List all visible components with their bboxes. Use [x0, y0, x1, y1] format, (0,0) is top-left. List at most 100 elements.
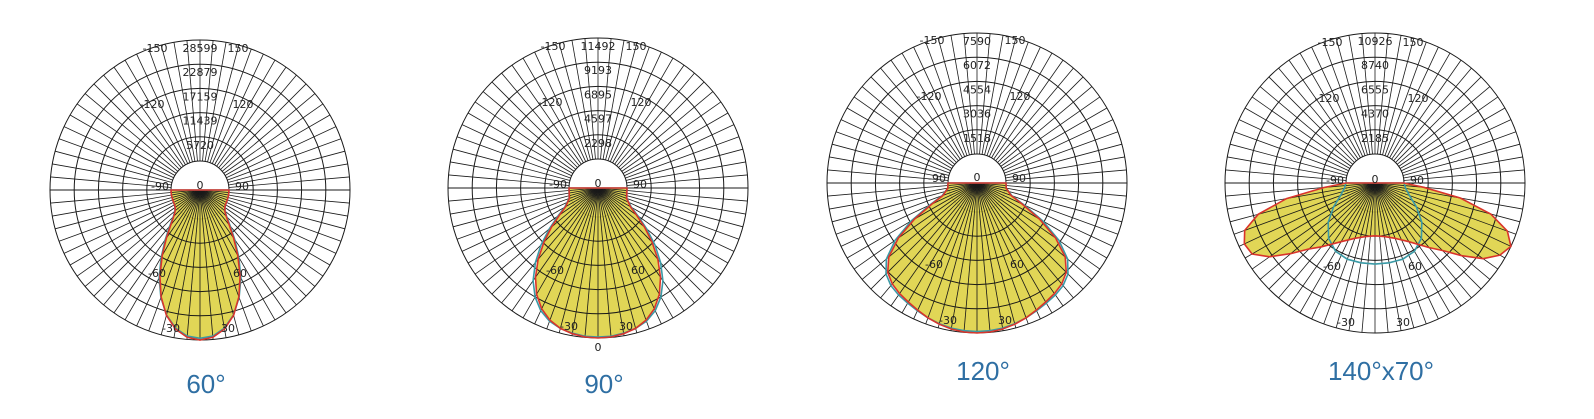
grid-spoke	[976, 183, 1067, 270]
grid-spoke	[1233, 131, 1348, 174]
grid-spoke	[1374, 183, 1482, 259]
angle-tick-label: 90	[633, 178, 647, 191]
grid-spoke	[887, 183, 978, 299]
angle-tick-label: 90	[1410, 174, 1424, 187]
grid-spoke	[1225, 169, 1347, 181]
grid-spoke	[880, 67, 959, 162]
angle-tick-label: -120	[140, 98, 165, 111]
grid-spoke	[622, 202, 729, 264]
grid-spoke	[1259, 86, 1354, 165]
ring-value-label: 11492	[581, 40, 616, 53]
grid-spoke	[199, 190, 240, 335]
grid-spoke	[1399, 107, 1506, 169]
grid-spoke	[887, 183, 978, 280]
grid-spoke	[1268, 183, 1376, 259]
grid-spoke	[199, 190, 241, 242]
grid-spoke	[950, 35, 973, 155]
angle-tick-label: -30	[939, 314, 957, 327]
ring-value-label: 4597	[584, 113, 612, 126]
angle-tick-label: -60	[1323, 260, 1341, 273]
grid-spoke	[199, 190, 241, 332]
grid-spoke	[199, 190, 241, 254]
grid-spoke	[522, 57, 584, 164]
ring-value-label: 5720	[186, 139, 214, 152]
grid-spoke	[619, 91, 714, 170]
ring-value-label: 8740	[1361, 59, 1389, 72]
grid-spoke	[605, 43, 638, 161]
grid-spoke	[997, 76, 1084, 163]
grid-spoke	[226, 201, 337, 254]
grid-spoke	[976, 183, 991, 333]
angle-tick-label: 150	[228, 42, 249, 55]
grid-spoke	[925, 41, 968, 156]
grid-spoke	[1278, 67, 1357, 162]
grid-spoke	[890, 59, 961, 160]
grid-spoke	[474, 101, 575, 172]
grid-spoke	[829, 156, 949, 179]
grid-spoke	[1230, 143, 1348, 176]
grid-spoke	[976, 183, 1053, 314]
grid-spoke	[461, 199, 572, 252]
angle-tick-label: 0	[1372, 173, 1379, 186]
grid-spoke	[228, 176, 350, 188]
grid-spoke	[870, 76, 957, 163]
angle-tick-label: 30	[221, 322, 235, 335]
angle-tick-label: 0	[595, 177, 602, 190]
polar-chart-140x70: 2185 4370 6555 8740 10926 -150 150 -120 120 -90 0 9…	[1175, 0, 1575, 419]
grid-spoke	[600, 38, 612, 160]
grid-spoke	[618, 81, 705, 168]
grid-spoke	[616, 72, 695, 167]
grid-ring	[159, 190, 241, 268]
grid-spoke	[571, 188, 599, 336]
grid-spoke	[55, 197, 173, 230]
polar-chart-svg: 2298 4597 6895 9193 11492 -150 150 -120 120 -90 0 9…	[447, 37, 749, 399]
grid-spoke	[535, 188, 599, 252]
grid-spoke	[597, 188, 625, 336]
grid-spoke	[93, 210, 180, 297]
grid-spoke	[827, 185, 949, 197]
grid-spoke	[1005, 169, 1127, 181]
grid-spoke	[584, 38, 596, 160]
grid-spoke	[482, 91, 577, 170]
grid-spoke	[199, 190, 227, 338]
grid-spoke	[228, 163, 348, 186]
series-2-line	[885, 182, 1069, 333]
series-1-line	[1243, 182, 1512, 260]
ring-value-label: 2298	[584, 137, 612, 150]
grid-spoke	[199, 190, 241, 204]
grid-spoke	[63, 126, 174, 179]
grid-spoke	[227, 197, 345, 230]
grid-spoke	[1004, 190, 1122, 223]
grid-spoke	[1361, 33, 1373, 155]
grid-spoke	[1379, 35, 1402, 155]
grid-spoke	[199, 190, 214, 340]
grid-spoke	[1001, 107, 1108, 169]
grid-spoke	[448, 190, 570, 202]
grid-spoke	[597, 188, 661, 319]
grid-spoke	[52, 194, 172, 217]
grid-spoke	[976, 183, 1041, 320]
grid-spoke	[501, 72, 580, 167]
grid-spoke	[159, 190, 201, 204]
grid-spoke	[624, 124, 735, 177]
grid-spoke	[221, 93, 316, 172]
angle-tick-label: -60	[546, 264, 564, 277]
grid-spoke	[887, 183, 978, 290]
angle-tick-label: -30	[162, 322, 180, 335]
angle-tick-label: 0	[197, 179, 204, 192]
grid-ring	[887, 183, 1067, 310]
grid-spoke	[1402, 143, 1520, 176]
grid-spoke	[535, 188, 599, 325]
grid-spoke	[467, 202, 574, 264]
grid-spoke	[1402, 131, 1517, 174]
ring-value-label: 1518	[963, 132, 991, 145]
grid-spoke	[226, 126, 337, 179]
angle-tick-label: 90	[1012, 172, 1026, 185]
grid-ring	[887, 183, 1067, 286]
grid-spoke	[511, 64, 582, 165]
grid-spoke	[159, 190, 201, 287]
grid-spoke	[1374, 183, 1472, 259]
angle-tick-label: -60	[148, 267, 166, 280]
grid-spoke	[209, 48, 252, 163]
grid-spoke	[450, 161, 570, 184]
